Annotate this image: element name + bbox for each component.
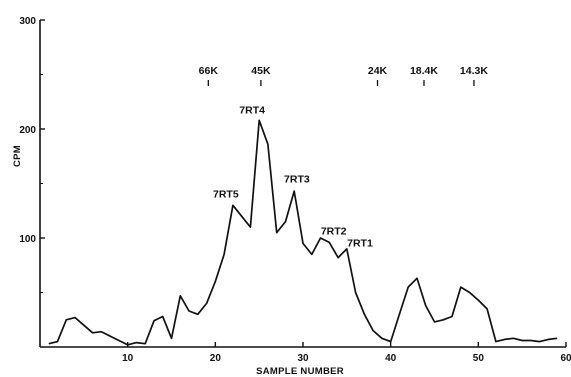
- x-tick-label-40: 40: [385, 353, 397, 364]
- axes: 100 200 300 10 20 30 40 50 60: [19, 16, 571, 364]
- y-tick-label-300: 300: [19, 16, 36, 27]
- peak-label-7rt2: 7RT2: [321, 226, 347, 238]
- peak-label-7rt4: 7RT4: [239, 105, 265, 117]
- mw-marker-label-45k: 45K: [251, 65, 271, 77]
- mw-marker-label-18-4k: 18.4K: [410, 65, 438, 77]
- x-tick-label-10: 10: [122, 353, 134, 364]
- x-tick-label-20: 20: [210, 353, 222, 364]
- y-tick-label-100: 100: [19, 234, 36, 245]
- peak-label-7rt5: 7RT5: [213, 189, 239, 201]
- y-axis-label: CPM: [12, 145, 23, 167]
- peak-label-7rt3: 7RT3: [284, 173, 310, 185]
- series-line-0: [48, 119, 558, 346]
- x-tick-label-30: 30: [297, 353, 309, 364]
- mw-marker-label-66k: 66K: [199, 65, 219, 77]
- mw-marker-label-14-3k: 14.3K: [460, 65, 488, 77]
- x-axis-label: SAMPLE NUMBER: [256, 366, 344, 377]
- peak-label-7rt1: 7RT1: [347, 238, 373, 250]
- mw-marker-label-24k: 24K: [368, 65, 388, 77]
- y-tick-label-200: 200: [19, 125, 36, 136]
- x-tick-label-60: 60: [560, 353, 571, 364]
- x-tick-label-50: 50: [473, 353, 485, 364]
